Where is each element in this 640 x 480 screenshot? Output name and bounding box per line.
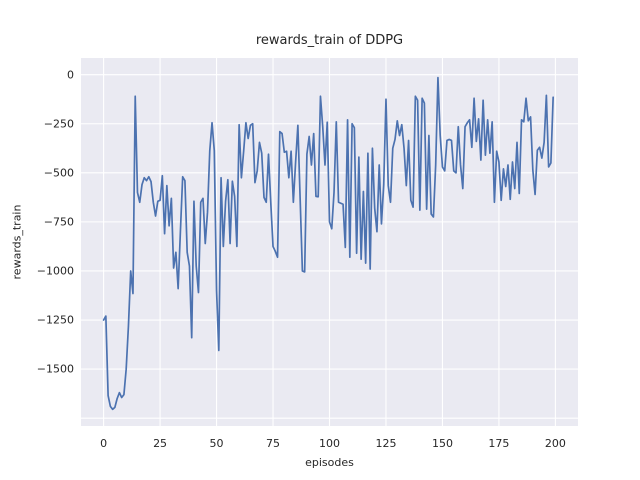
y-tick-label: −750 [43,215,74,229]
x-tick-label: 175 [488,437,510,450]
y-tick-label: −1250 [36,313,74,327]
x-tick-label: 25 [153,437,168,450]
x-tick-label: 100 [319,437,340,450]
y-axis-label: rewards_train [10,204,24,280]
x-tick-label: 0 [100,437,108,450]
x-tick-label: 125 [375,437,397,450]
x-tick-label: 200 [544,437,566,450]
x-tick-label: 150 [431,437,453,450]
x-tick-label: 50 [209,437,224,450]
plot-svg [81,58,578,426]
reward-line [102,76,554,411]
x-axis-label: episodes [305,456,354,469]
x-tick-label: 75 [266,437,281,450]
y-tick-label: −1000 [36,264,74,278]
y-tick-label: 0 [67,68,74,82]
plot-area [81,58,578,426]
reward-line-series [102,76,554,411]
y-tick-label: −250 [43,117,74,131]
y-tick-label: −500 [43,166,74,180]
gridlines [81,58,578,426]
chart-title: rewards_train of DDPG [255,33,404,48]
y-tick-label: −1500 [36,362,74,376]
